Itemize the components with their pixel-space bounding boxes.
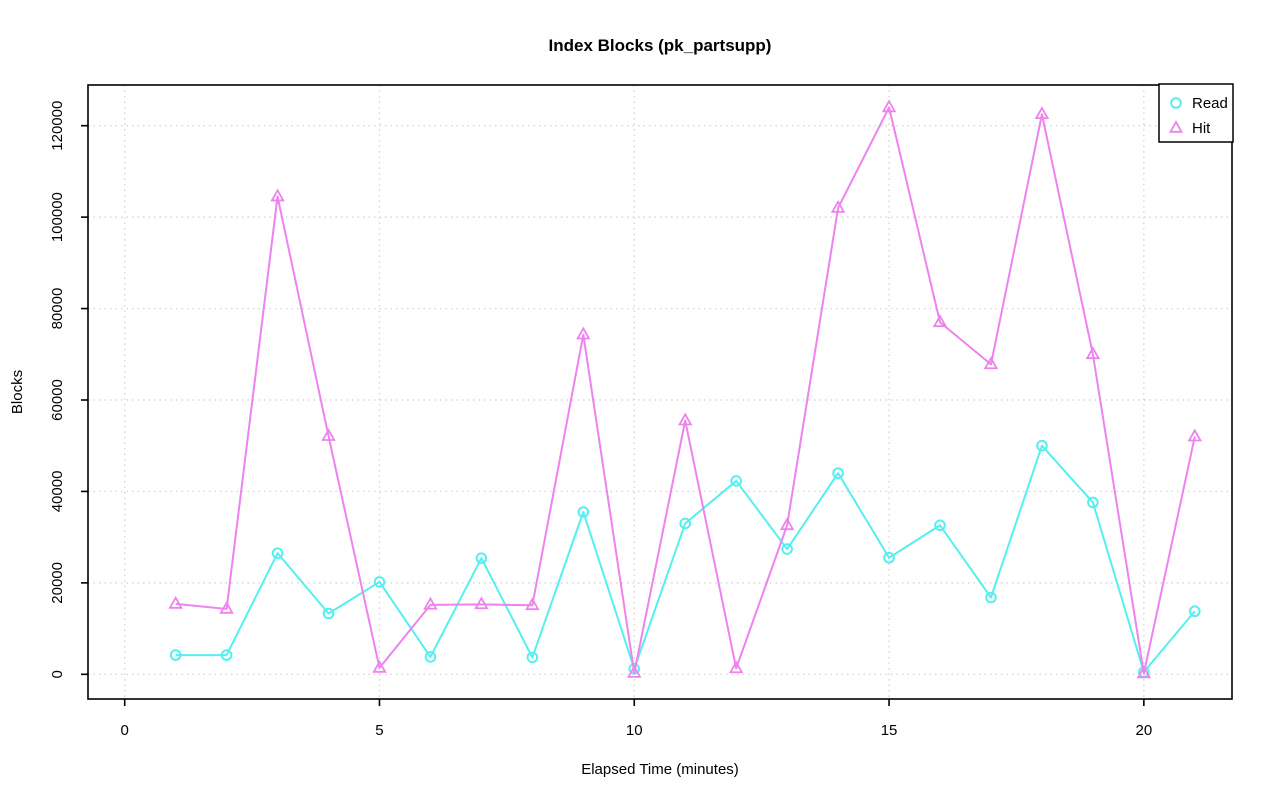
x-tick-label: 10 <box>626 722 643 739</box>
hit-point <box>270 188 285 202</box>
read-point <box>424 651 437 663</box>
read-point <box>730 475 742 487</box>
hit-point <box>219 600 234 614</box>
y-tick-label: 100000 <box>49 192 66 242</box>
hit-point <box>474 596 489 610</box>
legend-label-read: Read <box>1192 95 1228 112</box>
read-point <box>220 649 233 661</box>
hit-point <box>168 595 183 609</box>
hit-line <box>175 106 1196 675</box>
hit-point <box>321 428 336 441</box>
hit-point <box>881 99 897 113</box>
hit-point <box>983 356 999 370</box>
hit-point <box>576 326 591 340</box>
y-tick-label: 60000 <box>49 379 66 421</box>
hit-point <box>1136 665 1152 679</box>
plot-border <box>87 84 1233 700</box>
read-point <box>781 543 793 555</box>
x-axis-label: Elapsed Time (minutes) <box>581 761 739 778</box>
x-tick-label: 20 <box>1135 722 1152 739</box>
read-point <box>934 519 946 532</box>
read-point <box>271 547 284 559</box>
y-tick-label: 40000 <box>49 471 66 513</box>
y-tick-label: 120000 <box>49 101 66 151</box>
read-point <box>169 649 182 661</box>
read-point <box>832 467 844 479</box>
legend: Read Hit <box>1158 83 1234 143</box>
read-legend-icon <box>1170 97 1182 109</box>
y-tick-label: 0 <box>49 670 66 678</box>
read-point <box>475 552 488 564</box>
legend-label-hit: Hit <box>1192 120 1211 137</box>
read-point <box>373 576 386 588</box>
hit-legend-icon <box>1168 120 1184 133</box>
read-point <box>322 607 335 620</box>
read-point <box>679 517 692 530</box>
read-line <box>175 444 1196 674</box>
hit-point <box>1085 346 1101 360</box>
chart-title: Index Blocks (pk_partsupp) <box>549 36 772 55</box>
hit-point <box>372 659 387 673</box>
hit-point <box>423 596 438 610</box>
hit-point <box>1034 106 1050 120</box>
y-tick-label: 80000 <box>49 288 66 330</box>
hit-point <box>830 199 846 213</box>
hit-point <box>932 314 948 328</box>
read-point <box>1087 496 1099 509</box>
read-point <box>883 551 895 564</box>
read-point <box>577 506 590 518</box>
x-tick-label: 0 <box>121 722 129 739</box>
hit-point <box>1187 428 1203 442</box>
hit-point <box>525 597 540 611</box>
hit-point <box>728 660 744 674</box>
axis-layer: 0 5 10 15 20 0 20000 40000 60000 80000 100000 12000… <box>49 101 1152 739</box>
series-layer <box>168 99 1203 679</box>
grid-layer <box>88 85 1232 699</box>
hit-point <box>627 664 642 678</box>
read-point <box>526 651 539 664</box>
read-point <box>1189 605 1201 618</box>
read-point <box>985 591 997 604</box>
x-tick-label: 15 <box>881 722 898 739</box>
hit-point <box>677 412 693 426</box>
read-point <box>1036 439 1048 452</box>
x-tick-label: 5 <box>375 722 383 739</box>
y-tick-label: 20000 <box>49 562 66 604</box>
hit-point <box>779 517 795 531</box>
y-axis-label: Blocks <box>9 370 26 414</box>
